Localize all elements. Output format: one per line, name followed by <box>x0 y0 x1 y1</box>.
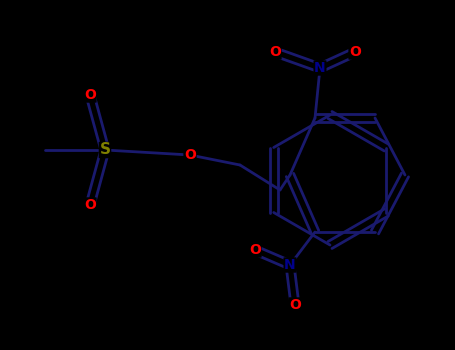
Text: O: O <box>84 198 96 212</box>
Text: O: O <box>184 148 196 162</box>
Text: O: O <box>269 45 281 59</box>
Text: N: N <box>314 61 326 75</box>
Text: O: O <box>249 243 261 257</box>
Text: O: O <box>84 88 96 102</box>
Text: N: N <box>284 258 296 272</box>
Text: O: O <box>349 45 361 59</box>
Text: O: O <box>289 298 301 312</box>
Text: S: S <box>100 142 111 158</box>
